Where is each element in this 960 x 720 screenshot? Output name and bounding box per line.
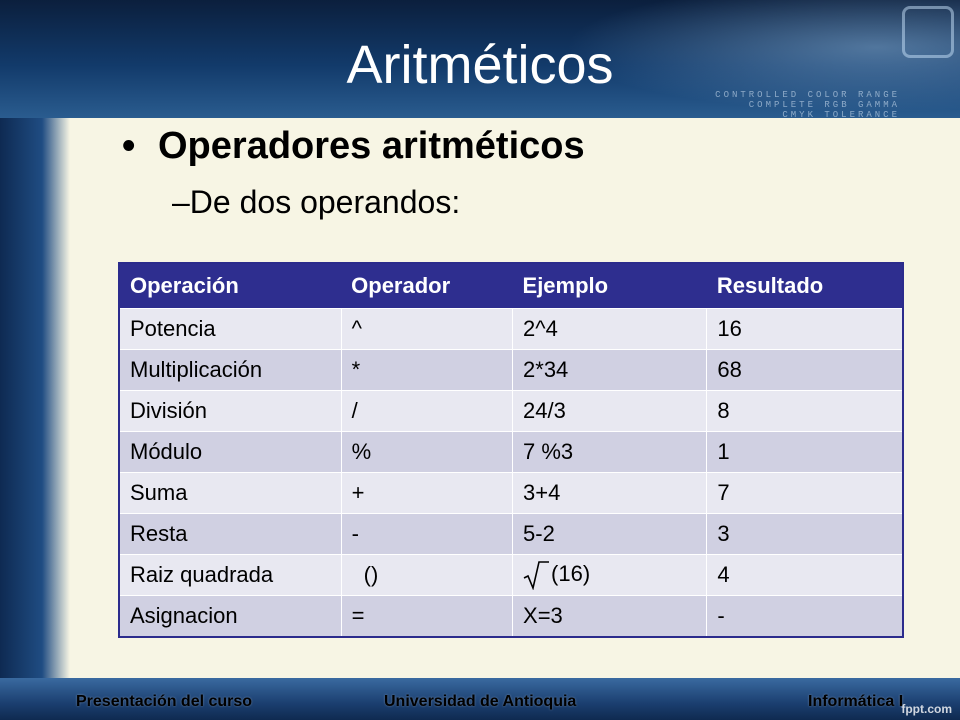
table-row: Módulo % 7 %3 1 bbox=[118, 431, 904, 473]
table-row: Multiplicación * 2*34 68 bbox=[118, 349, 904, 391]
table-cell: Suma bbox=[118, 472, 342, 514]
table-cell: Resta bbox=[118, 513, 342, 555]
logo-mark-icon bbox=[902, 6, 954, 58]
title-band: CONTROLLED COLOR RANGE COMPLETE RGB GAMM… bbox=[0, 0, 960, 118]
table-cell: 68 bbox=[706, 349, 904, 391]
table-cell: () bbox=[340, 554, 514, 596]
table-cell: 8 bbox=[706, 390, 904, 432]
table-row: División / 24/3 8 bbox=[118, 390, 904, 432]
bullet-item: • Operadores aritméticos bbox=[122, 118, 585, 174]
table-cell: 1 bbox=[706, 431, 904, 473]
sub-bullet-item: –De dos operandos: bbox=[172, 178, 460, 226]
table-cell: (16) bbox=[512, 554, 708, 596]
operators-table: Operación Operador Ejemplo Resultado Pot… bbox=[118, 262, 904, 638]
table-cell: - bbox=[706, 595, 904, 638]
table-cell: / bbox=[340, 390, 514, 432]
sub-bullet-dash: – bbox=[172, 184, 190, 220]
sub-bullet-text: De dos operandos: bbox=[189, 184, 461, 220]
watermark-logo: fppt.com bbox=[901, 702, 952, 716]
header-resultado: Resultado bbox=[706, 263, 903, 309]
table-cell: Raiz quadrada bbox=[118, 554, 342, 596]
table-row: Raiz quadrada () (16) 4 bbox=[118, 554, 904, 596]
table-row: Resta - 5-2 3 bbox=[118, 513, 904, 555]
table-cell: 16 bbox=[706, 308, 904, 350]
table-cell: Asignacion bbox=[118, 595, 342, 638]
decorative-art-text: CONTROLLED COLOR RANGE COMPLETE RGB GAMM… bbox=[715, 90, 900, 118]
square-root-icon bbox=[523, 561, 550, 590]
footer-right-text: Informática I bbox=[808, 693, 904, 710]
bullet-text: Operadores aritméticos bbox=[158, 125, 585, 167]
table-cell: = bbox=[340, 595, 514, 638]
operator-parentheses: () bbox=[363, 562, 379, 587]
table-cell: X=3 bbox=[512, 595, 708, 638]
table-cell: Potencia bbox=[118, 308, 342, 350]
table-cell: - bbox=[340, 513, 514, 555]
decorative-art bbox=[540, 0, 960, 118]
footer-center-text: Universidad de Antioquia bbox=[384, 693, 577, 710]
table-cell: + bbox=[340, 472, 514, 514]
table-cell: Módulo bbox=[118, 431, 342, 473]
table-cell: 2*34 bbox=[512, 349, 708, 391]
bullet-dot-icon: • bbox=[122, 125, 136, 167]
header-operacion: Operación bbox=[119, 263, 342, 309]
table-cell: * bbox=[340, 349, 514, 391]
table-cell: % bbox=[340, 431, 514, 473]
table-row: Asignacion = X=3 - bbox=[118, 595, 904, 638]
table-cell: 5-2 bbox=[512, 513, 708, 555]
table-cell: 7 bbox=[706, 472, 904, 514]
table-cell: Multiplicación bbox=[118, 349, 342, 391]
table-cell: 24/3 bbox=[512, 390, 708, 432]
table-header-row: Operación Operador Ejemplo Resultado bbox=[119, 263, 903, 309]
table-cell: 3+4 bbox=[512, 472, 708, 514]
table-row: Potencia ^ 2^4 16 bbox=[118, 308, 904, 350]
footer-left-text: Presentación del curso bbox=[76, 693, 253, 710]
footer-band bbox=[0, 678, 960, 720]
table-cell: División bbox=[118, 390, 342, 432]
table-cell: ^ bbox=[340, 308, 514, 350]
header-operador: Operador bbox=[341, 263, 513, 309]
table-cell: 7 %3 bbox=[512, 431, 708, 473]
table-cell: 3 bbox=[706, 513, 904, 555]
sqrt-example-text: (16) bbox=[551, 560, 591, 586]
slide-title: Aritméticos bbox=[346, 35, 614, 95]
left-decorative-band bbox=[0, 118, 70, 678]
table-cell: 2^4 bbox=[512, 308, 708, 350]
table-cell: 4 bbox=[706, 554, 904, 596]
header-ejemplo: Ejemplo bbox=[512, 263, 707, 309]
table-row: Suma + 3+4 7 bbox=[118, 472, 904, 514]
